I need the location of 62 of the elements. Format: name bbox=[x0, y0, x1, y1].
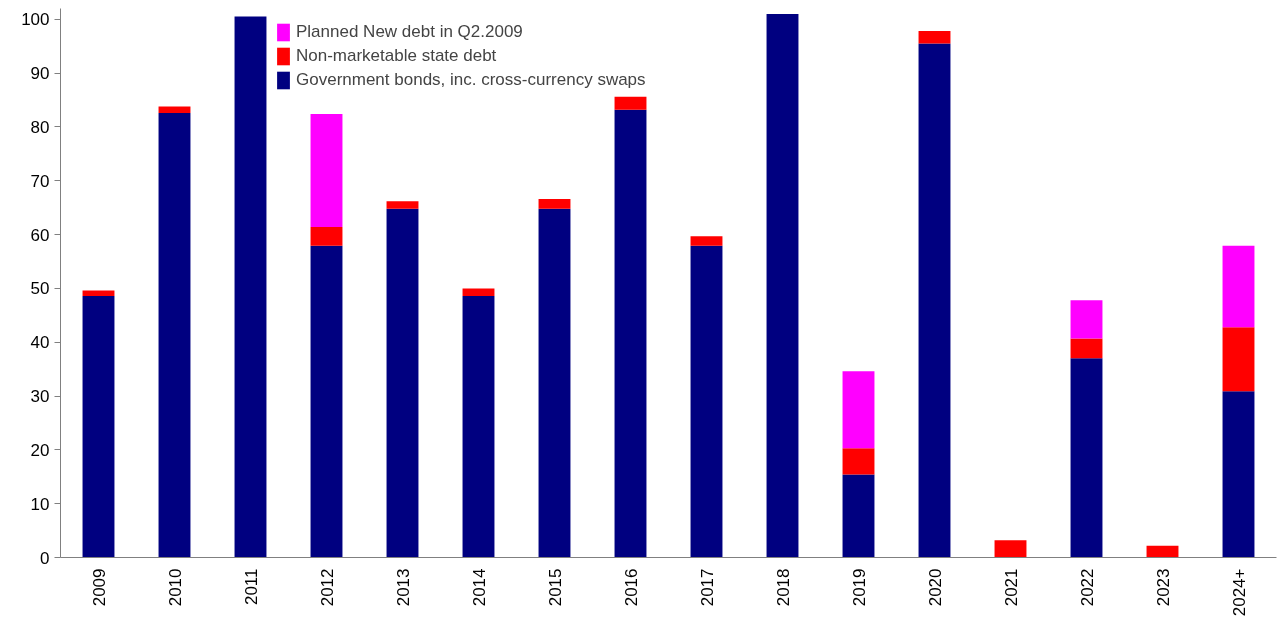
bar bbox=[386, 208, 419, 558]
x-tick-label: 2012 bbox=[317, 568, 337, 607]
legend-label: Non-marketable state debt bbox=[296, 46, 497, 66]
bar bbox=[690, 245, 723, 558]
bar bbox=[1070, 338, 1103, 359]
bar bbox=[158, 106, 191, 113]
bar bbox=[538, 208, 571, 558]
y-tick-label: 60 bbox=[30, 225, 50, 245]
y-tick-label: 100 bbox=[21, 10, 50, 30]
legend-label: Planned New debt in Q2.2009 bbox=[296, 22, 523, 42]
y-tick-label: 0 bbox=[40, 548, 50, 568]
y-tick-label: 30 bbox=[30, 387, 50, 407]
bar bbox=[918, 31, 951, 44]
bar bbox=[82, 295, 115, 558]
bar bbox=[614, 96, 647, 110]
y-tick-label: 70 bbox=[30, 171, 50, 191]
x-tick-label: 2017 bbox=[697, 568, 717, 607]
bar bbox=[994, 540, 1027, 558]
bar bbox=[1222, 391, 1255, 558]
bar bbox=[614, 109, 647, 558]
x-tick-label: 2020 bbox=[925, 568, 945, 607]
bar bbox=[842, 448, 875, 475]
bar bbox=[386, 201, 419, 209]
bar bbox=[1146, 545, 1179, 558]
bar bbox=[1070, 358, 1103, 558]
x-tick-label: 2009 bbox=[89, 568, 109, 607]
bar bbox=[82, 290, 115, 296]
bar bbox=[234, 16, 267, 558]
x-tick-label: 2021 bbox=[1001, 568, 1021, 607]
x-tick-label: 2014 bbox=[469, 568, 489, 607]
y-tick-label: 10 bbox=[30, 494, 50, 514]
bar bbox=[462, 295, 495, 558]
y-tick-label: 80 bbox=[30, 117, 50, 137]
bar bbox=[310, 227, 343, 246]
bar bbox=[310, 113, 343, 228]
x-tick-label: 2015 bbox=[545, 568, 565, 607]
bar bbox=[690, 236, 723, 246]
x-tick-label: 2023 bbox=[1153, 568, 1173, 607]
x-tick-label: 2018 bbox=[773, 568, 793, 607]
bar bbox=[842, 371, 875, 449]
x-tick-label: 2013 bbox=[393, 568, 413, 607]
bar bbox=[842, 474, 875, 558]
bar bbox=[158, 112, 191, 558]
y-tick-label: 90 bbox=[30, 64, 50, 84]
bar bbox=[462, 288, 495, 296]
bar bbox=[310, 245, 343, 558]
bar bbox=[1222, 327, 1255, 392]
x-tick-label: 2010 bbox=[165, 568, 185, 607]
bar bbox=[538, 199, 571, 209]
legend-label: Government bonds, inc. cross-currency swaps bbox=[296, 70, 646, 90]
x-tick-label: 2016 bbox=[621, 568, 641, 607]
y-tick-label: 50 bbox=[30, 279, 50, 299]
x-tick-label: 2024+ bbox=[1229, 568, 1249, 617]
y-tick-label: 20 bbox=[30, 440, 50, 460]
bar bbox=[1070, 300, 1103, 339]
x-tick-label: 2011 bbox=[241, 568, 261, 606]
bar bbox=[1222, 245, 1255, 328]
bar bbox=[766, 13, 799, 558]
x-tick-label: 2022 bbox=[1077, 568, 1097, 607]
bar bbox=[918, 43, 951, 558]
y-tick-label: 40 bbox=[30, 333, 50, 353]
x-tick-label: 2019 bbox=[849, 568, 869, 607]
